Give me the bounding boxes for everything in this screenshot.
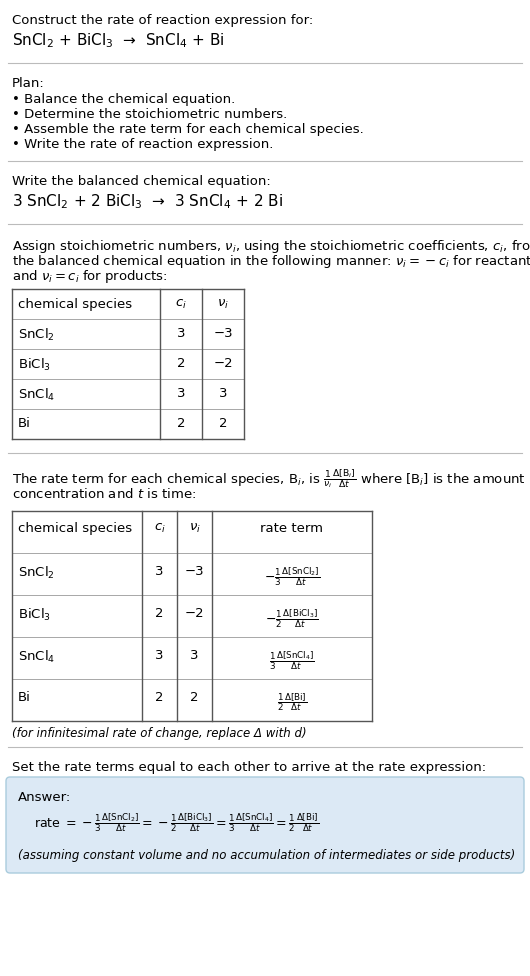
Text: $c_i$: $c_i$ [154, 522, 165, 535]
Text: chemical species: chemical species [18, 522, 132, 535]
Text: 3: 3 [176, 387, 186, 400]
Text: SnCl$_2$: SnCl$_2$ [18, 565, 55, 581]
Text: Assign stoichiometric numbers, $\nu_i$, using the stoichiometric coefficients, $: Assign stoichiometric numbers, $\nu_i$, … [12, 238, 530, 255]
Text: Bi: Bi [18, 417, 31, 430]
Text: 2: 2 [219, 417, 227, 430]
Text: −3: −3 [213, 327, 233, 340]
Text: • Balance the chemical equation.: • Balance the chemical equation. [12, 93, 235, 106]
Text: rate $= -\frac{1}{3}\frac{\Delta[\mathrm{SnCl_2}]}{\Delta t} = -\frac{1}{2}\frac: rate $= -\frac{1}{3}\frac{\Delta[\mathrm… [34, 811, 319, 834]
Text: 2: 2 [155, 607, 164, 620]
Text: Construct the rate of reaction expression for:: Construct the rate of reaction expressio… [12, 14, 313, 27]
Text: $\nu_i$: $\nu_i$ [189, 522, 200, 535]
Text: Write the balanced chemical equation:: Write the balanced chemical equation: [12, 175, 271, 188]
Text: −2: −2 [213, 357, 233, 370]
Text: 3: 3 [219, 387, 227, 400]
Text: 2: 2 [176, 357, 186, 370]
Text: concentration and $t$ is time:: concentration and $t$ is time: [12, 487, 196, 501]
Text: Answer:: Answer: [18, 791, 71, 804]
Text: Bi: Bi [18, 691, 31, 704]
Text: SnCl$_2$: SnCl$_2$ [18, 327, 55, 344]
Text: 3: 3 [176, 327, 186, 340]
Text: $\nu_i$: $\nu_i$ [217, 298, 229, 311]
Text: 2: 2 [155, 691, 164, 704]
Text: (for infinitesimal rate of change, replace Δ with d): (for infinitesimal rate of change, repla… [12, 727, 307, 740]
Text: 2: 2 [190, 691, 199, 704]
Text: −2: −2 [184, 607, 204, 620]
Text: SnCl$_4$: SnCl$_4$ [18, 387, 55, 403]
FancyBboxPatch shape [6, 777, 524, 873]
Text: SnCl$_4$: SnCl$_4$ [18, 649, 55, 665]
Text: $-\frac{1}{3}\frac{\Delta[\mathrm{SnCl_2}]}{\Delta t}$: $-\frac{1}{3}\frac{\Delta[\mathrm{SnCl_2… [264, 565, 320, 588]
Text: 3: 3 [190, 649, 199, 662]
Text: rate term: rate term [261, 522, 323, 535]
Text: BiCl$_3$: BiCl$_3$ [18, 357, 51, 373]
Text: $-\frac{1}{2}\frac{\Delta[\mathrm{BiCl_3}]}{\Delta t}$: $-\frac{1}{2}\frac{\Delta[\mathrm{BiCl_3… [265, 607, 319, 630]
Text: • Assemble the rate term for each chemical species.: • Assemble the rate term for each chemic… [12, 123, 364, 136]
Text: (assuming constant volume and no accumulation of intermediates or side products): (assuming constant volume and no accumul… [18, 849, 515, 862]
Text: $c_i$: $c_i$ [175, 298, 187, 311]
Text: −3: −3 [184, 565, 204, 578]
Text: 3 SnCl$_2$ + 2 BiCl$_3$  →  3 SnCl$_4$ + 2 Bi: 3 SnCl$_2$ + 2 BiCl$_3$ → 3 SnCl$_4$ + 2… [12, 192, 283, 211]
Text: Plan:: Plan: [12, 77, 45, 90]
Text: $\frac{1}{2}\frac{\Delta[\mathrm{Bi}]}{\Delta t}$: $\frac{1}{2}\frac{\Delta[\mathrm{Bi}]}{\… [277, 691, 307, 712]
Text: the balanced chemical equation in the following manner: $\nu_i = -c_i$ for react: the balanced chemical equation in the fo… [12, 253, 530, 270]
Text: The rate term for each chemical species, B$_i$, is $\frac{1}{\nu_i}\frac{\Delta[: The rate term for each chemical species,… [12, 467, 526, 490]
Text: • Determine the stoichiometric numbers.: • Determine the stoichiometric numbers. [12, 108, 287, 121]
Text: • Write the rate of reaction expression.: • Write the rate of reaction expression. [12, 138, 273, 151]
Text: 3: 3 [155, 565, 164, 578]
Text: 3: 3 [155, 649, 164, 662]
Text: $\frac{1}{3}\frac{\Delta[\mathrm{SnCl_4}]}{\Delta t}$: $\frac{1}{3}\frac{\Delta[\mathrm{SnCl_4}… [269, 649, 315, 671]
Text: Set the rate terms equal to each other to arrive at the rate expression:: Set the rate terms equal to each other t… [12, 761, 486, 774]
Text: chemical species: chemical species [18, 298, 132, 311]
Text: and $\nu_i = c_i$ for products:: and $\nu_i = c_i$ for products: [12, 268, 167, 285]
Text: SnCl$_2$ + BiCl$_3$  →  SnCl$_4$ + Bi: SnCl$_2$ + BiCl$_3$ → SnCl$_4$ + Bi [12, 31, 225, 50]
Text: BiCl$_3$: BiCl$_3$ [18, 607, 51, 623]
Text: 2: 2 [176, 417, 186, 430]
